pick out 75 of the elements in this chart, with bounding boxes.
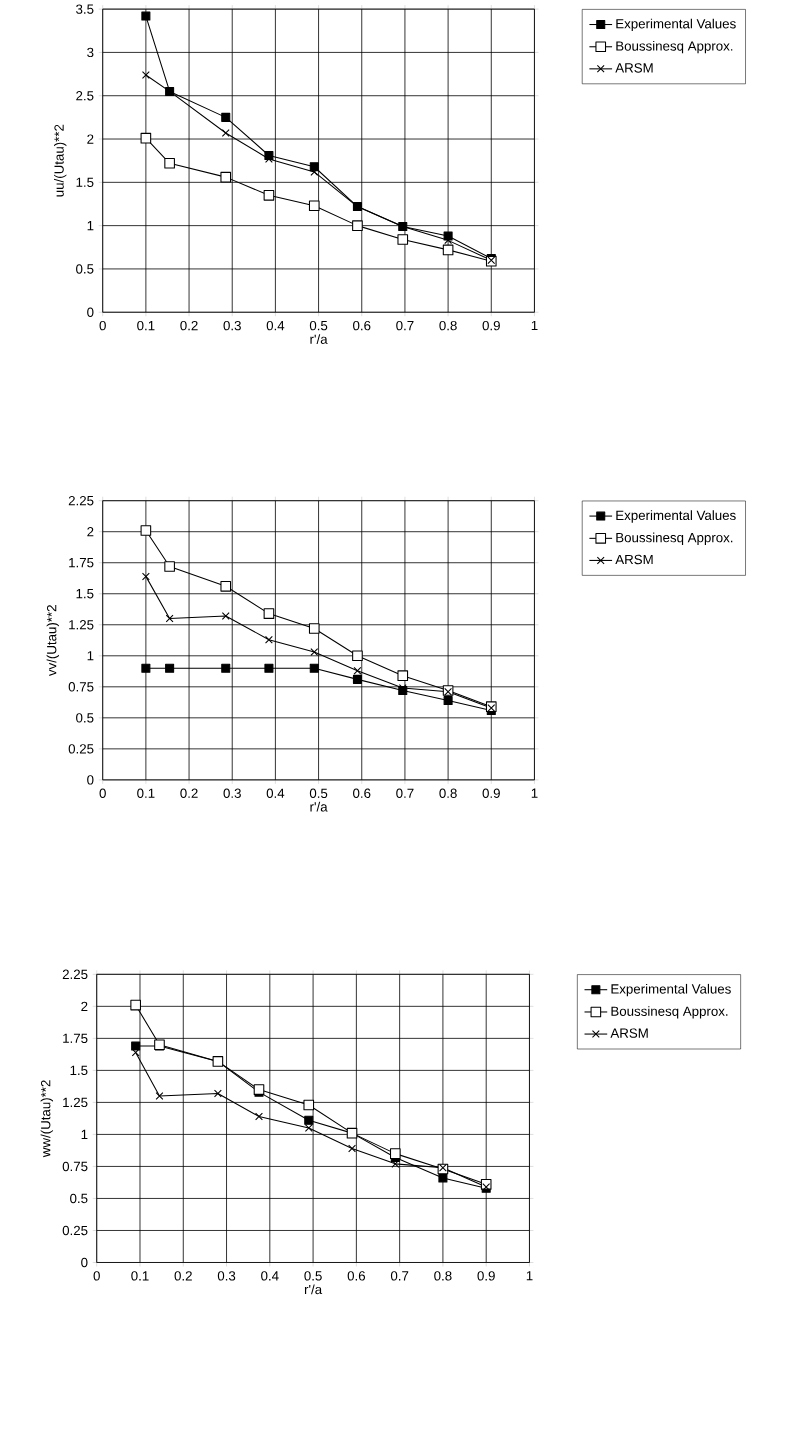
x-tick-label: 0.4 — [266, 788, 285, 798]
x-tick-label: 0.5 — [310, 320, 328, 331]
y-tick-label: 0.75 — [62, 1161, 88, 1172]
x-tick-label: 0.7 — [396, 320, 414, 331]
y-tick-label: 0 — [87, 775, 94, 785]
legend-label: ARSM — [615, 554, 653, 565]
y-tick-label: 0 — [81, 1257, 88, 1268]
x-axis-title: r'/a — [310, 801, 328, 812]
y-tick-label: 2 — [87, 134, 94, 144]
x-tick-label: 1 — [526, 1271, 533, 1281]
y-tick-label: 1.25 — [69, 620, 94, 630]
y-tick-label: 1.5 — [70, 1065, 88, 1076]
y-tick-label: 0 — [87, 307, 94, 317]
y-axis-title: ww/(Utau)**2 — [40, 1080, 54, 1158]
y-tick-label: 2.25 — [68, 495, 94, 506]
y-tick-label: 2 — [81, 1001, 88, 1011]
x-tick-label: 0.3 — [217, 1271, 236, 1281]
x-tick-label: 0.8 — [439, 320, 457, 331]
x-tick-label: 0 — [99, 788, 107, 798]
x-tick-label: 0.2 — [180, 320, 198, 331]
x-tick-label: 1 — [531, 320, 538, 331]
y-tick-label: 1.75 — [63, 1033, 88, 1043]
legend-label: Experimental Values — [616, 510, 736, 523]
x-tick-label: 0.4 — [266, 320, 285, 331]
x-tick-label: 0.6 — [353, 320, 371, 331]
y-tick-label: 1 — [81, 1129, 88, 1139]
x-tick-label: 0.3 — [223, 788, 242, 798]
y-tick-label: 0.5 — [76, 264, 94, 274]
legend-label: Boussinesq Approx. — [616, 40, 733, 54]
x-tick-label: 0.5 — [310, 788, 328, 798]
x-tick-label: 0.9 — [482, 788, 501, 798]
x-tick-label: 0 — [99, 320, 107, 331]
legend-label: ARSM — [615, 63, 653, 73]
y-tick-label: 0.5 — [70, 1193, 88, 1204]
x-tick-label: 0.8 — [434, 1271, 452, 1281]
x-tick-label: 0.8 — [439, 788, 457, 798]
x-tick-label: 0.7 — [396, 788, 414, 798]
x-tick-label: 0.9 — [477, 1271, 495, 1281]
x-tick-label: 0.3 — [223, 320, 242, 331]
x-tick-label: 0.6 — [353, 788, 371, 798]
y-tick-label: 0.25 — [68, 744, 94, 754]
y-tick-label: 1 — [87, 221, 94, 231]
y-tick-label: 0.75 — [68, 682, 94, 692]
x-axis-title: r'/a — [310, 334, 328, 344]
x-tick-label: 0.1 — [137, 320, 155, 331]
y-tick-label: 0.25 — [62, 1225, 88, 1236]
y-tick-label: 2 — [87, 527, 94, 537]
legend-label: ARSM — [610, 1028, 648, 1038]
legend-label: Boussinesq Approx. — [616, 532, 733, 545]
y-axis-title: uu/(Utau)**2 — [54, 124, 67, 197]
y-tick-label: 2.5 — [76, 91, 94, 101]
x-tick-label: 1 — [531, 788, 538, 798]
y-tick-label: 1.25 — [63, 1097, 88, 1108]
legend-label: Experimental Values — [611, 983, 731, 997]
y-tick-label: 2.25 — [62, 969, 88, 980]
y-axis-title: vv/(Utau)**2 — [46, 605, 60, 677]
y-tick-label: 0.5 — [76, 713, 94, 723]
legend-label: Boussinesq Approx. — [611, 1006, 728, 1019]
x-tick-label: 0.5 — [304, 1271, 322, 1281]
x-tick-label: 0.7 — [391, 1271, 409, 1281]
x-tick-label: 0.1 — [131, 1271, 149, 1281]
y-tick-label: 1 — [87, 651, 94, 661]
y-tick-label: 1.75 — [69, 558, 94, 568]
x-tick-label: 0.6 — [347, 1271, 366, 1281]
x-tick-label: 0.1 — [137, 788, 155, 798]
y-tick-label: 3.5 — [76, 4, 94, 14]
x-tick-label: 0.9 — [482, 320, 501, 331]
y-tick-label: 1.5 — [76, 589, 94, 599]
x-axis-title: r'/a — [305, 1284, 323, 1295]
y-tick-label: 3 — [87, 47, 94, 58]
legend-label: Experimental Values — [616, 18, 736, 32]
x-tick-label: 0.2 — [180, 788, 198, 798]
x-tick-label: 0.4 — [261, 1271, 279, 1281]
y-tick-label: 1.5 — [76, 177, 94, 187]
x-tick-label: 0.2 — [174, 1271, 192, 1281]
